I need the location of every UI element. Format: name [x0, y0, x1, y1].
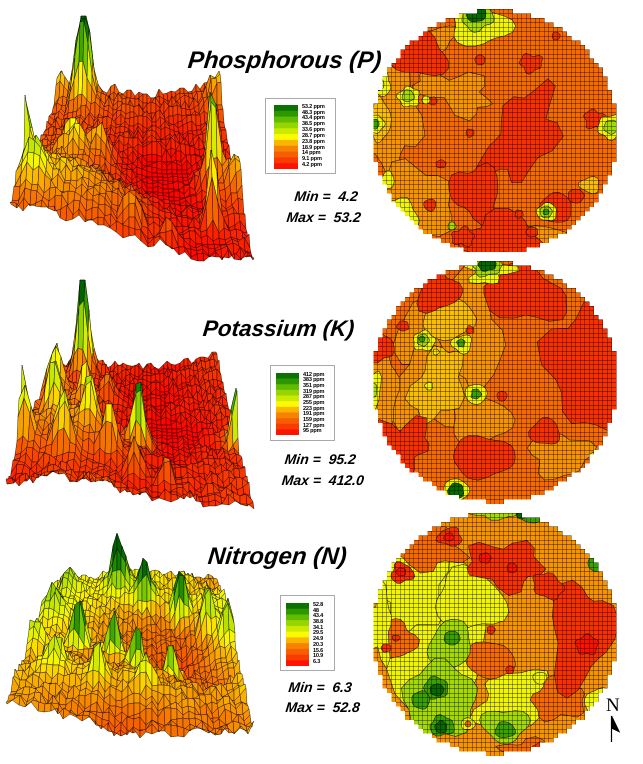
svg-text:N: N	[606, 695, 620, 716]
